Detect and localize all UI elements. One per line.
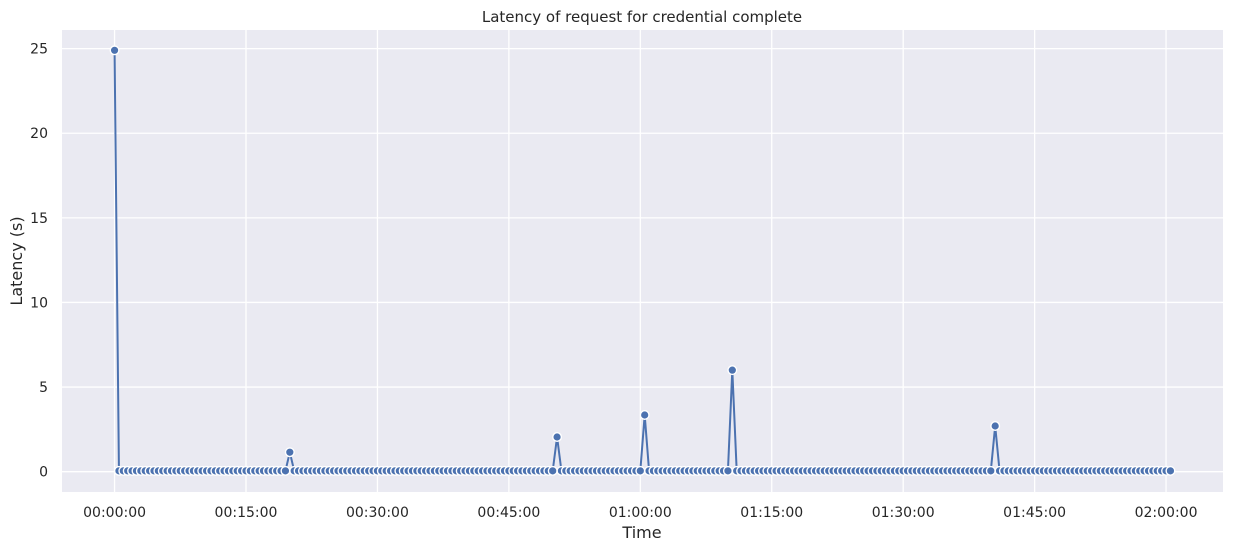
x-axis-label: Time (621, 523, 661, 542)
latency-point (985, 465, 996, 476)
x-tick-label: 01:45:00 (1003, 505, 1066, 521)
latency-point (109, 45, 120, 56)
x-tick-label: 01:15:00 (740, 505, 803, 521)
x-tick-label: 00:00:00 (83, 505, 146, 521)
latency-point (284, 447, 295, 458)
latency-point (552, 432, 563, 443)
y-tick-label: 0 (39, 465, 48, 481)
latency-point (722, 465, 733, 476)
latency-point (635, 465, 646, 476)
plot-area (62, 30, 1223, 492)
y-tick-label: 20 (30, 126, 48, 142)
latency-point (1165, 465, 1176, 476)
latency-point (990, 421, 1001, 432)
x-tick-label: 00:30:00 (346, 505, 409, 521)
latency-point (727, 365, 738, 376)
x-tick-label: 01:00:00 (609, 505, 672, 521)
y-tick-label: 15 (30, 211, 48, 227)
y-axis-label: Latency (s) (7, 216, 26, 305)
x-tick-label: 00:45:00 (477, 505, 540, 521)
y-tick-label: 25 (30, 42, 48, 58)
latency-point (280, 465, 291, 476)
x-tick-label: 01:30:00 (872, 505, 935, 521)
chart-title: Latency of request for credential comple… (482, 8, 802, 26)
y-tick-label: 5 (39, 380, 48, 396)
y-tick-label: 10 (30, 295, 48, 311)
latency-point (639, 410, 650, 421)
x-tick-label: 02:00:00 (1135, 505, 1198, 521)
data-layer (109, 45, 1176, 476)
tick-layer: 00:00:00 00:15:00 00:30:00 00:45:00 01:00:00… (30, 42, 1197, 521)
latency-point (547, 465, 558, 476)
x-tick-label: 00:15:00 (215, 505, 278, 521)
